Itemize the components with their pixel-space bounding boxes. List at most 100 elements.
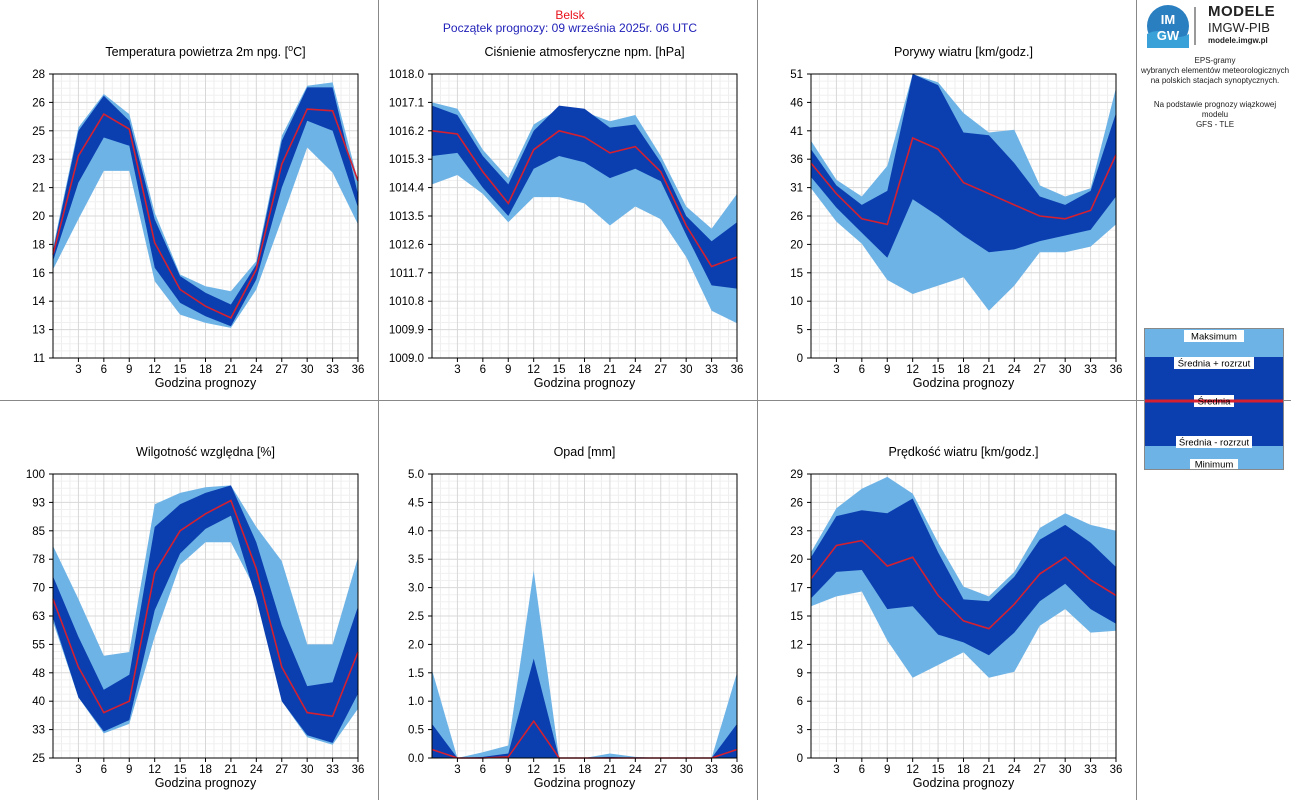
band-spread	[53, 87, 358, 327]
y-tick-label: 20	[32, 211, 45, 223]
mean-line	[431, 129, 738, 268]
x-tick-label: 24	[1008, 364, 1021, 376]
x-tick-label: 6	[101, 764, 107, 776]
x-tick-label: 12	[906, 764, 919, 776]
x-axis-label: Godzina prognozy	[913, 376, 1015, 390]
y-tick-label: 3	[797, 725, 803, 737]
x-axis-label: Godzina prognozy	[155, 376, 257, 390]
y-tick-label: 100	[26, 469, 45, 481]
x-tick-label: 12	[527, 764, 540, 776]
y-tick-label: 6	[797, 696, 803, 708]
x-tick-label: 15	[553, 364, 566, 376]
x-tick-label: 18	[957, 764, 970, 776]
band-min-max	[432, 102, 737, 324]
x-axis-label: Godzina prognozy	[534, 376, 636, 390]
brand-title: MODELE	[1208, 3, 1276, 20]
x-tick-label: 9	[505, 764, 511, 776]
x-tick-label: 21	[225, 764, 238, 776]
mean-line	[52, 108, 359, 319]
x-tick-label: 33	[326, 764, 339, 776]
y-tick-label: 26	[790, 211, 803, 223]
x-tick-label: 3	[454, 364, 460, 376]
y-tick-label: 28	[32, 69, 45, 81]
y-tick-label: 1010.8	[389, 296, 424, 308]
x-tick-label: 9	[126, 764, 132, 776]
x-tick-label: 24	[250, 364, 263, 376]
x-tick-label: 36	[352, 764, 365, 776]
y-tick-label: 2.5	[408, 611, 424, 623]
y-tick-label: 55	[32, 639, 45, 651]
x-tick-label: 21	[225, 364, 238, 376]
x-tick-label: 3	[75, 764, 81, 776]
brand-block: MODELE IMGW-PIB modele.imgw.pl	[1208, 4, 1275, 45]
y-tick-label: 10	[790, 296, 803, 308]
legend: Maksimum Średnia + rozrzut Średnia Średn…	[1144, 328, 1284, 470]
x-tick-label: 12	[527, 364, 540, 376]
mean-line	[52, 499, 359, 718]
y-tick-label: 3.5	[408, 554, 424, 566]
y-tick-label: 15	[790, 611, 803, 623]
y-tick-label: 14	[32, 296, 45, 308]
x-tick-label: 27	[1033, 364, 1046, 376]
x-tick-label: 9	[505, 364, 511, 376]
y-tick-label: 17	[790, 583, 803, 595]
y-tick-label: 46	[790, 97, 803, 109]
legend-swatch-min	[1145, 446, 1283, 469]
x-tick-label: 18	[957, 364, 970, 376]
y-tick-label: 1009.0	[389, 353, 424, 365]
description-line: na polskich stacjach synoptycznych.	[1150, 76, 1280, 85]
x-tick-label: 24	[250, 764, 263, 776]
x-tick-label: 21	[983, 764, 996, 776]
brand-site-link[interactable]: modele.imgw.pl	[1208, 36, 1268, 45]
logo-text-top: IM	[1161, 12, 1175, 27]
x-tick-label: 21	[983, 364, 996, 376]
y-tick-label: 1011.7	[390, 268, 424, 280]
y-tick-label: 26	[790, 497, 803, 509]
x-axis-label: Godzina prognozy	[913, 776, 1015, 790]
x-axis-label: Godzina prognozy	[534, 776, 636, 790]
y-tick-label: 21	[32, 183, 45, 195]
y-tick-label: 25	[32, 126, 45, 138]
legend-label-bg	[1184, 330, 1244, 342]
x-tick-label: 36	[1110, 764, 1123, 776]
y-tick-label: 36	[790, 154, 803, 166]
x-tick-label: 36	[352, 364, 365, 376]
y-tick-label: 29	[790, 469, 803, 481]
x-tick-label: 15	[553, 764, 566, 776]
x-tick-label: 36	[731, 364, 744, 376]
chart-title: Prędkość wiatru [km/godz.]	[888, 445, 1038, 459]
x-tick-label: 36	[731, 764, 744, 776]
y-tick-label: 48	[32, 668, 45, 680]
y-tick-label: 1.0	[408, 696, 424, 708]
x-tick-label: 33	[1084, 364, 1097, 376]
x-tick-label: 33	[705, 764, 718, 776]
x-tick-label: 15	[932, 764, 945, 776]
x-tick-label: 21	[604, 764, 617, 776]
chart-panel-6: 3 6 9 12 15 18 21 24 27 30 33 36036912151720232629G…	[790, 445, 1122, 790]
y-tick-label: 1009.9	[389, 325, 424, 337]
y-tick-label: 5.0	[408, 469, 424, 481]
chart-title: Opad [mm]	[554, 445, 616, 459]
x-tick-label: 30	[680, 764, 693, 776]
x-tick-label: 30	[1059, 764, 1072, 776]
x-tick-label: 15	[174, 364, 187, 376]
y-tick-label: 1012.6	[389, 239, 424, 251]
legend-label-min: Minimum	[1195, 460, 1234, 471]
x-tick-label: 30	[301, 764, 314, 776]
description-line: wybranych elementów meteorologicznych	[1140, 66, 1290, 75]
legend-label-mean: Średnia	[1198, 396, 1231, 408]
y-tick-label: 1015.3	[389, 154, 424, 166]
y-tick-label: 13	[32, 325, 45, 337]
y-tick-label: 0	[797, 753, 803, 765]
x-tick-label: 27	[1033, 764, 1046, 776]
y-tick-label: 1017.1	[389, 97, 424, 109]
band-spread	[811, 74, 1116, 258]
x-tick-label: 24	[1008, 764, 1021, 776]
y-tick-label: 18	[32, 239, 45, 251]
x-tick-label: 30	[1059, 364, 1072, 376]
y-tick-label: 85	[32, 526, 45, 538]
y-tick-label: 63	[32, 611, 45, 623]
y-tick-label: 93	[32, 497, 45, 509]
y-tick-label: 23	[32, 154, 45, 166]
y-tick-label: 51	[790, 69, 803, 81]
